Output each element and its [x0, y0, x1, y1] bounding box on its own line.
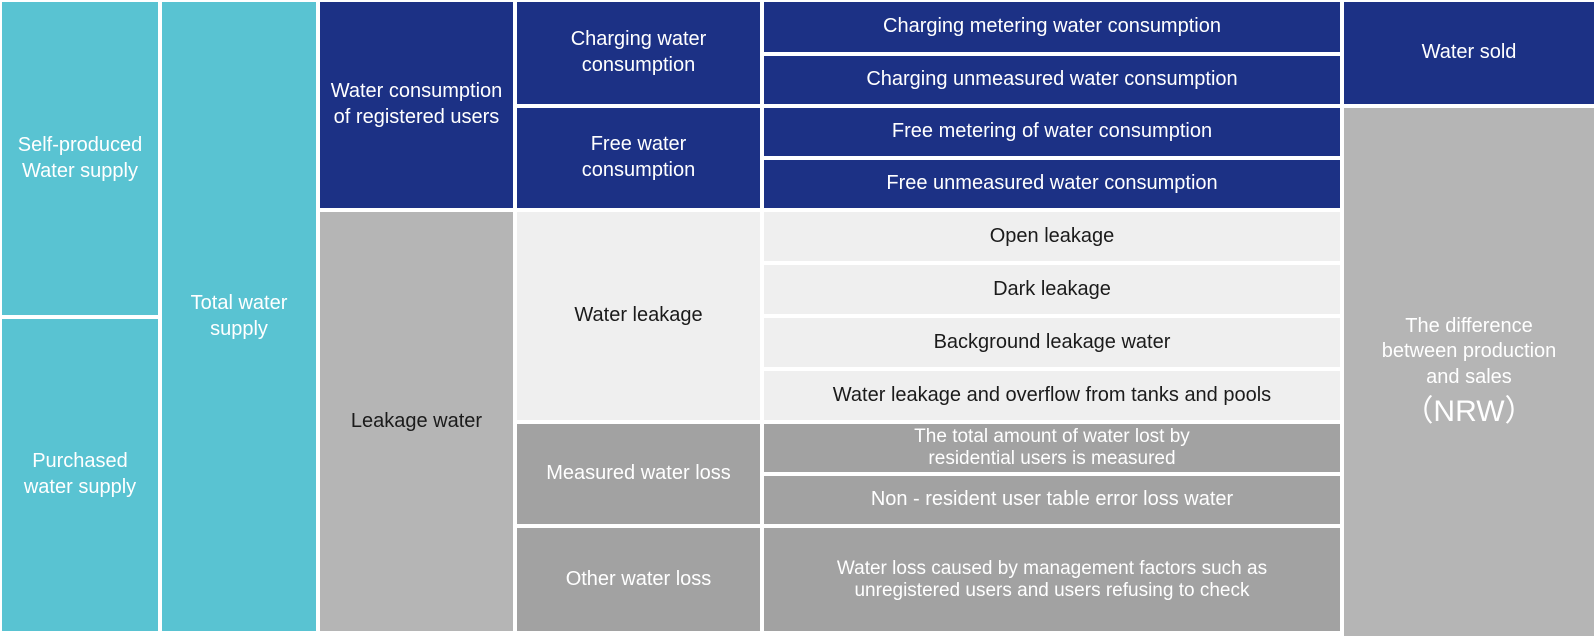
- row-management-factor-loss: Water loss caused by management factors …: [764, 528, 1340, 631]
- cell-charging-water-consumption: Charging water consumption: [517, 2, 760, 104]
- row-residential-measured-loss: The total amount of water lost by reside…: [764, 424, 1340, 472]
- row-free-metering-consumption: Free metering of water consumption: [764, 108, 1340, 156]
- cell-nrw-difference: The difference between production and sa…: [1344, 108, 1594, 636]
- cell-measured-water-loss: Measured water loss: [517, 424, 760, 524]
- row-charging-metering-consumption: Charging metering water consumption: [764, 2, 1340, 52]
- cell-water-leakage: Water leakage: [517, 212, 760, 420]
- cell-free-water-consumption: Free water consumption: [517, 108, 760, 208]
- cell-self-produced-water-supply: Self-produced Water supply: [2, 2, 158, 315]
- cell-leakage-water: Leakage water: [320, 212, 513, 631]
- row-dark-leakage: Dark leakage: [764, 265, 1340, 314]
- nrw-label: （NRW）: [1403, 394, 1535, 428]
- nrw-description: The difference between production and sa…: [1381, 314, 1557, 389]
- row-open-leakage: Open leakage: [764, 212, 1340, 261]
- cell-water-sold: Water sold: [1344, 2, 1594, 104]
- row-background-leakage-water: Background leakage water: [764, 318, 1340, 367]
- cell-water-consumption-registered-users: Water consumption of registered users: [320, 2, 513, 208]
- row-charging-unmeasured-consumption: Charging unmeasured water consumption: [764, 56, 1340, 104]
- row-free-unmeasured-consumption: Free unmeasured water consumption: [764, 160, 1340, 208]
- cell-total-water-supply: Total water supply: [162, 2, 316, 631]
- cell-other-water-loss: Other water loss: [517, 528, 760, 631]
- row-non-resident-table-error-loss: Non - resident user table error loss wat…: [764, 476, 1340, 524]
- row-leakage-overflow-tanks-pools: Water leakage and overflow from tanks an…: [764, 371, 1340, 420]
- cell-purchased-water-supply: Purchased water supply: [2, 319, 158, 631]
